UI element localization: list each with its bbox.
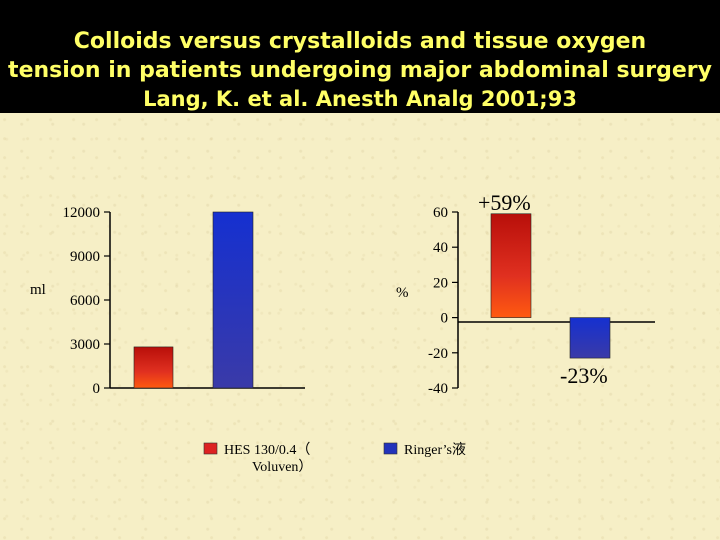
annotation-minus23: -23%: [560, 363, 608, 388]
chart-volume: 0 3000 6000 9000 12000 ml: [30, 205, 305, 397]
y-label-ml: ml: [30, 282, 46, 298]
y-tick-label: 20: [433, 275, 448, 291]
legend-label-hes-2: Voluven）: [252, 459, 312, 475]
annotation-plus59: +59%: [478, 190, 531, 215]
legend-swatch-ringer: [383, 442, 398, 455]
y-tick-label: 12000: [63, 205, 101, 221]
legend-swatch-hes: [203, 442, 218, 455]
y-ticks-left: 0 3000 6000 9000 12000: [63, 205, 110, 397]
legend-label-ringer: Ringer’s液: [404, 442, 466, 458]
y-tick-label: 3000: [70, 337, 100, 353]
y-tick-label: -40: [428, 381, 448, 397]
bar-hes-change: [490, 213, 532, 318]
title-bar: Colloids versus crystalloids and tissue …: [0, 0, 720, 113]
bar-ringer-change: [569, 317, 611, 359]
y-label-percent: %: [396, 285, 409, 301]
y-tick-label: 60: [433, 205, 448, 221]
chart-oxygen-change: -40 -20 0 20 40 60 % +59% -23%: [396, 190, 655, 397]
y-tick-label: 0: [441, 311, 449, 327]
bar-hes-volume: [133, 346, 174, 389]
y-ticks-right: -40 -20 0 20 40 60: [428, 205, 458, 397]
y-tick-label: 9000: [70, 249, 100, 265]
y-tick-label: -20: [428, 346, 448, 362]
bar-ringer-volume: [212, 211, 254, 389]
y-tick-label: 0: [93, 381, 101, 397]
y-tick-label: 40: [433, 240, 448, 256]
legend: HES 130/0.4（ Voluven） Ringer’s液: [203, 442, 466, 475]
title-line-2: tension in patients undergoing major abd…: [8, 58, 712, 83]
legend-label-hes-1: HES 130/0.4（: [224, 442, 310, 458]
title-line-1: Colloids versus crystalloids and tissue …: [73, 29, 647, 54]
y-tick-label: 6000: [70, 293, 100, 309]
citation-line: Lang, K. et al. Anesth Analg 2001;93: [143, 87, 577, 111]
